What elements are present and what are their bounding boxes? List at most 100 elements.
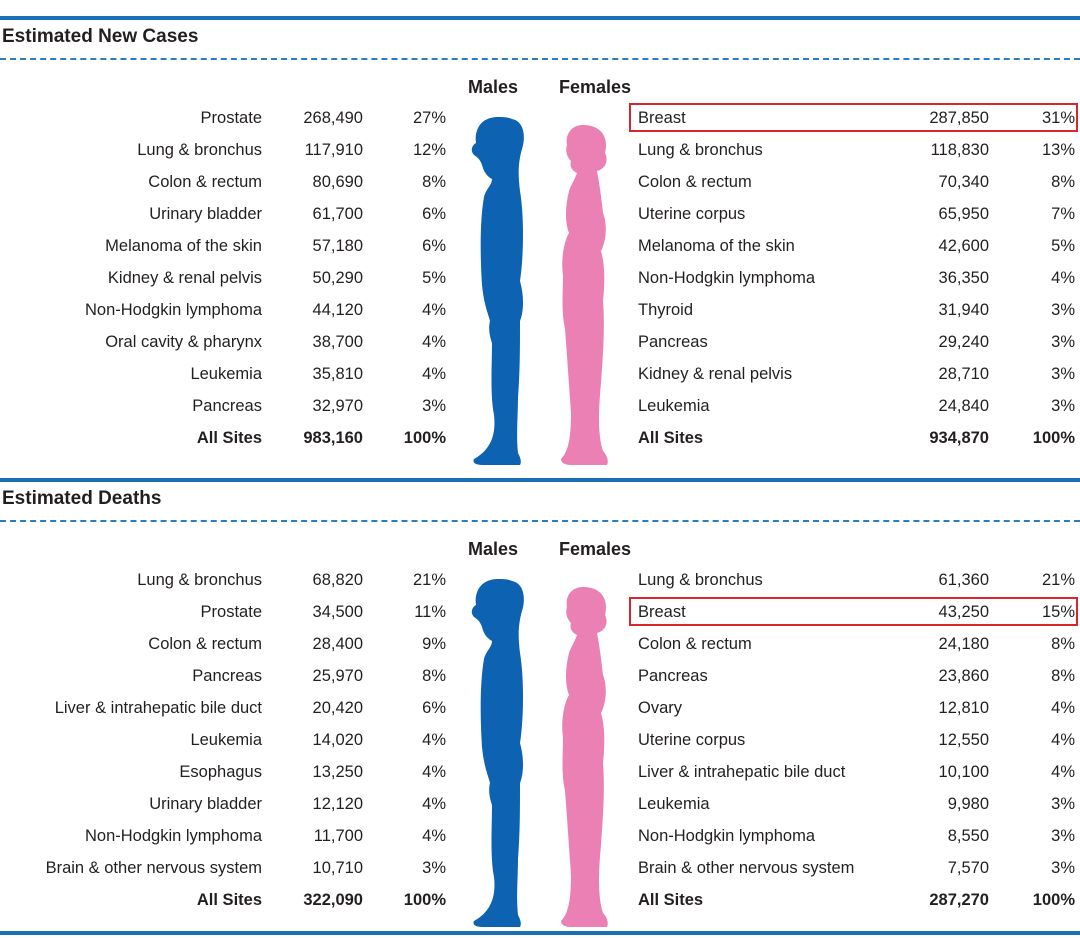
female-count-value: 23,860 <box>938 667 989 685</box>
male-site-label: Colon & rectum <box>148 635 262 653</box>
dashed-divider <box>0 520 1080 522</box>
female-percent-value: 100% <box>1032 429 1075 447</box>
male-count-value: 80,690 <box>312 173 363 191</box>
male-site-label: Urinary bladder <box>149 205 262 223</box>
male-percent-value: 4% <box>422 763 446 781</box>
female-count-value: 7,570 <box>947 859 989 877</box>
female-count-value: 12,550 <box>938 731 989 749</box>
female-percent-value: 3% <box>1051 333 1075 351</box>
female-count-value: 28,710 <box>938 365 989 383</box>
male-site-label: Melanoma of the skin <box>105 237 262 255</box>
section-deaths: Estimated Deaths Males Females Lung & bronc… <box>0 478 1080 938</box>
female-site-label: Breast <box>638 603 686 621</box>
male-site-label: Lung & bronchus <box>137 571 262 589</box>
dashed-divider <box>0 58 1080 60</box>
female-site-label: Leukemia <box>638 795 710 813</box>
male-percent-value: 6% <box>422 205 446 223</box>
female-site-label: Kidney & renal pelvis <box>638 365 793 383</box>
male-count-value: 50,290 <box>312 269 363 287</box>
male-count-value: 68,820 <box>312 571 363 589</box>
section-title: Estimated New Cases <box>2 26 199 47</box>
male-site-label: All Sites <box>196 429 262 447</box>
female-silhouette-icon <box>561 587 608 927</box>
male-percent-value: 8% <box>422 173 446 191</box>
female-site-label: Uterine corpus <box>638 731 746 749</box>
female-percent-value: 4% <box>1051 763 1075 781</box>
female-site-label: Lung & bronchus <box>638 141 763 159</box>
male-site-label: Prostate <box>200 109 262 127</box>
female-count-value: 12,810 <box>938 699 989 717</box>
male-count-value: 35,810 <box>312 365 363 383</box>
male-silhouette-icon <box>471 579 524 927</box>
female-percent-value: 3% <box>1051 795 1075 813</box>
male-count-value: 268,490 <box>303 109 363 127</box>
male-site-label: Esophagus <box>179 763 262 781</box>
male-count-value: 44,120 <box>312 301 363 319</box>
female-site-label: Breast <box>638 109 686 127</box>
female-site-label: Colon & rectum <box>638 635 752 653</box>
female-site-label: Brain & other nervous system <box>638 859 855 877</box>
female-percent-value: 3% <box>1051 365 1075 383</box>
male-site-label: Non-Hodgkin lymphoma <box>85 301 262 319</box>
male-site-label: Brain & other nervous system <box>45 859 262 877</box>
male-percent-value: 6% <box>422 699 446 717</box>
female-count-value: 31,940 <box>938 301 989 319</box>
male-count-value: 983,160 <box>303 429 363 447</box>
male-count-value: 32,970 <box>312 397 363 415</box>
male-site-label: Urinary bladder <box>149 795 262 813</box>
male-site-label: Oral cavity & pharynx <box>105 333 262 351</box>
female-figure <box>557 577 617 932</box>
male-site-label: Leukemia <box>190 365 262 383</box>
female-site-label: Pancreas <box>638 333 708 351</box>
female-site-label: All Sites <box>638 429 704 447</box>
male-count-value: 12,120 <box>312 795 363 813</box>
male-count-value: 20,420 <box>312 699 363 717</box>
male-percent-value: 4% <box>422 731 446 749</box>
female-percent-value: 8% <box>1051 635 1075 653</box>
male-percent-value: 5% <box>422 269 446 287</box>
male-count-value: 322,090 <box>303 891 363 909</box>
male-percent-value: 12% <box>412 141 446 159</box>
male-percent-value: 3% <box>422 859 446 877</box>
female-percent-value: 4% <box>1051 731 1075 749</box>
female-percent-value: 100% <box>1032 891 1075 909</box>
male-percent-value: 100% <box>403 429 446 447</box>
male-count-value: 13,250 <box>312 763 363 781</box>
male-count-value: 117,910 <box>304 141 363 159</box>
female-percent-value: 7% <box>1051 205 1075 223</box>
female-site-label: All Sites <box>638 891 704 909</box>
male-percent-value: 11% <box>414 603 446 621</box>
male-figure <box>468 577 538 932</box>
male-count-value: 11,700 <box>313 827 363 845</box>
female-count-value: 65,950 <box>938 205 989 223</box>
male-site-label: Non-Hodgkin lymphoma <box>85 827 262 845</box>
female-count-value: 934,870 <box>929 429 989 447</box>
female-percent-value: 3% <box>1051 859 1075 877</box>
male-percent-value: 100% <box>403 891 446 909</box>
female-percent-value: 31% <box>1041 109 1075 127</box>
female-count-value: 287,270 <box>929 891 989 909</box>
males-column-header: Males <box>468 539 519 559</box>
female-site-label: Thyroid <box>638 301 694 319</box>
male-site-label: Kidney & renal pelvis <box>107 269 262 287</box>
female-percent-value: 4% <box>1051 699 1075 717</box>
male-site-label: Pancreas <box>192 397 262 415</box>
male-count-value: 57,180 <box>312 237 363 255</box>
females-column-header: Females <box>559 539 632 559</box>
female-site-label: Non-Hodgkin lymphoma <box>638 827 815 845</box>
male-count-value: 28,400 <box>312 635 363 653</box>
highlight-box <box>629 597 1078 626</box>
male-site-label: Colon & rectum <box>148 173 262 191</box>
female-count-value: 70,340 <box>938 173 989 191</box>
male-site-label: Prostate <box>200 603 262 621</box>
male-percent-value: 4% <box>422 795 446 813</box>
section-title: Estimated Deaths <box>2 488 162 509</box>
female-count-value: 8,550 <box>947 827 989 845</box>
female-percent-value: 15% <box>1041 603 1075 621</box>
female-percent-value: 3% <box>1051 397 1075 415</box>
female-site-label: Non-Hodgkin lymphoma <box>638 269 815 287</box>
male-count-value: 14,020 <box>312 731 363 749</box>
female-silhouette-icon <box>561 125 608 465</box>
male-percent-value: 6% <box>422 237 446 255</box>
bottom-rule <box>0 931 1080 935</box>
